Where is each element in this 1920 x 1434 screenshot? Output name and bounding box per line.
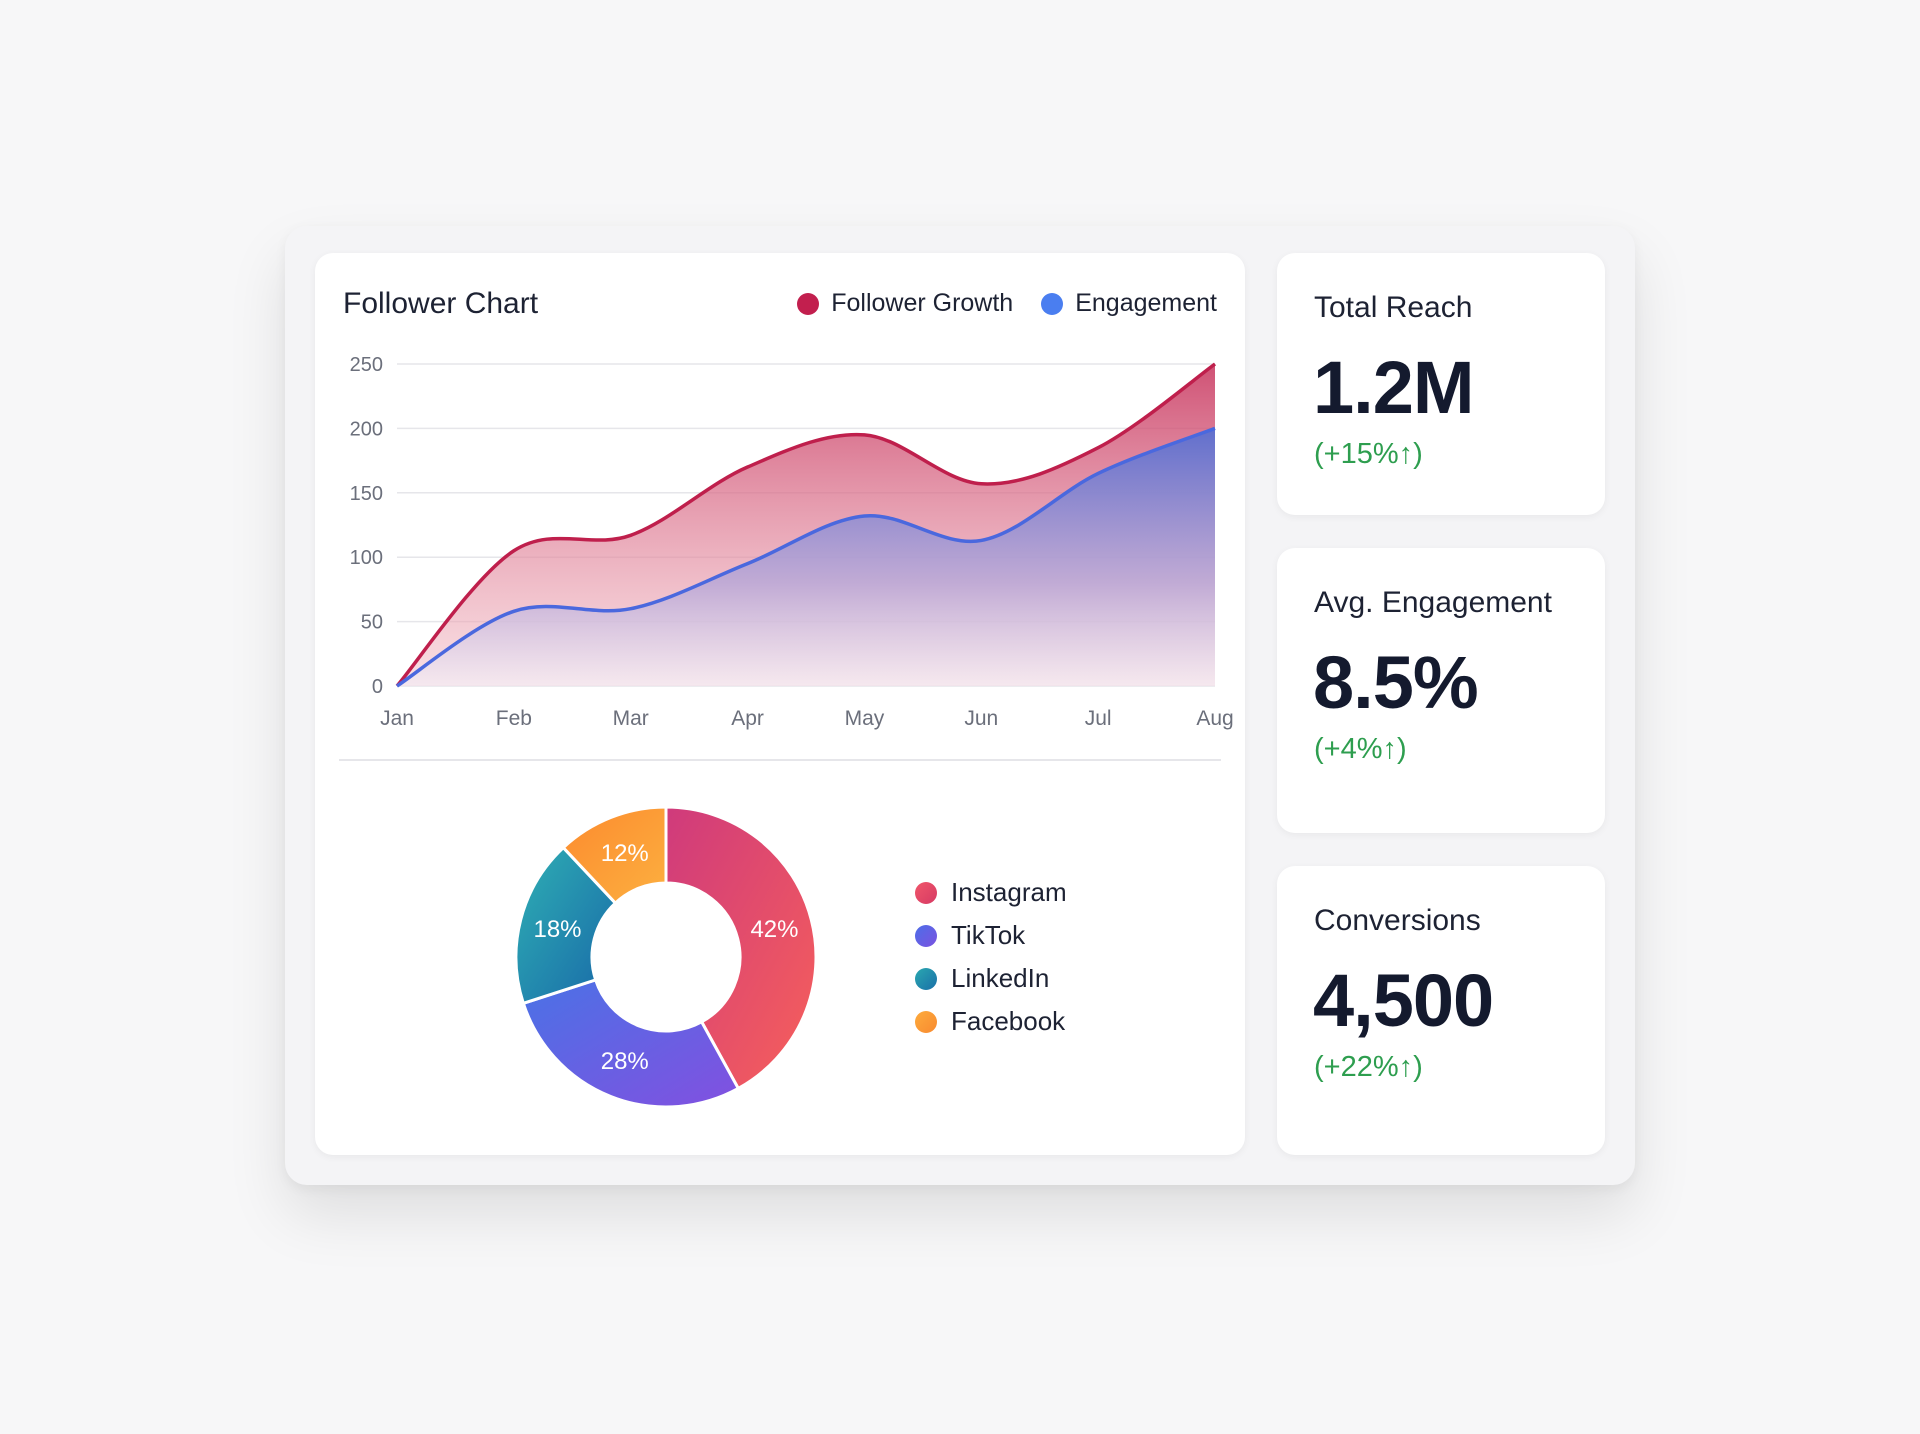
line-legend: Follower Growth Engagement [797, 289, 1217, 318]
stat-label: Total Reach [1314, 291, 1473, 324]
chart-title: Follower Chart [343, 287, 539, 320]
legend-label: Instagram [951, 877, 1067, 907]
stat-card-conversions: Conversions 4,500 (+22%↑) [1277, 866, 1605, 1155]
x-tick-label: Apr [731, 707, 764, 730]
legend-label: LinkedIn [951, 963, 1050, 993]
donut-slice-instagram [664, 805, 818, 1091]
donut-label: 18% [533, 916, 581, 943]
legend-label: Engagement [1075, 289, 1217, 317]
x-tick-label: Jul [1085, 707, 1112, 730]
x-tick-label: Feb [496, 707, 532, 730]
chart-card: 0 50 100 150 200 250 Jan Feb Mar Apr May Jun Jul Aug 4… [315, 253, 1245, 1155]
stat-change: (+15%↑) [1314, 438, 1423, 470]
legend-item-follower-growth[interactable]: Follower Growth [797, 289, 1013, 318]
x-tick-label: Jun [964, 707, 998, 730]
donut-label: 12% [601, 840, 649, 867]
legend-item-linkedin[interactable]: LinkedIn [915, 957, 1067, 1000]
donut-slice-linkedin [514, 845, 618, 1006]
y-tick-label: 0 [372, 676, 383, 698]
stat-change: (+4%↑) [1314, 733, 1407, 765]
charts-svg: 0 50 100 150 200 250 Jan Feb Mar Apr May Jun Jul Aug 4… [339, 354, 1234, 1109]
donut-label: 28% [601, 1048, 649, 1075]
y-tick-label: 50 [361, 612, 383, 634]
stat-value: 1.2M [1313, 346, 1475, 429]
legend-item-instagram[interactable]: Instagram [915, 871, 1067, 914]
donut-slice-facebook [561, 805, 668, 906]
legend-item-tiktok[interactable]: TikTok [915, 914, 1067, 957]
legend-label: TikTok [951, 920, 1026, 950]
x-tick-label: Jan [380, 707, 414, 730]
dashboard-panel: 0 50 100 150 200 250 Jan Feb Mar Apr May Jun Jul Aug 4… [285, 226, 1635, 1185]
x-tick-label: Aug [1196, 707, 1233, 730]
x-tick-label: Mar [613, 707, 649, 730]
y-tick-label: 100 [350, 547, 383, 569]
stat-label: Conversions [1314, 904, 1481, 937]
stat-card-avg-engagement: Avg. Engagement 8.5% (+4%↑) [1277, 548, 1605, 833]
y-tick-label: 150 [350, 483, 383, 505]
area-engagement [397, 428, 1215, 686]
legend-item-engagement[interactable]: Engagement [1041, 289, 1217, 318]
linkedin-dot-icon [915, 967, 937, 990]
stat-change: (+22%↑) [1314, 1051, 1423, 1083]
facebook-dot-icon [915, 1010, 937, 1033]
tiktok-dot-icon [915, 924, 937, 947]
donut-slice-tiktok [521, 977, 741, 1109]
legend-item-facebook[interactable]: Facebook [915, 1000, 1067, 1043]
pie-legend: Instagram TikTok LinkedIn Facebook [915, 871, 1067, 1043]
y-tick-label: 200 [350, 418, 383, 440]
y-tick-label: 250 [350, 354, 383, 376]
instagram-dot-icon [915, 881, 937, 904]
line-follower-growth [395, 362, 1217, 688]
legend-label: Follower Growth [831, 289, 1014, 317]
stat-value: 4,500 [1313, 959, 1494, 1042]
stat-value: 8.5% [1313, 641, 1479, 724]
line-engagement [396, 426, 1216, 688]
follower-growth-dot-icon [797, 292, 820, 315]
stat-card-total-reach: Total Reach 1.2M (+15%↑) [1277, 253, 1605, 515]
donut-label: 42% [750, 916, 798, 943]
x-tick-label: May [845, 707, 885, 730]
engagement-dot-icon [1041, 292, 1064, 315]
stat-label: Avg. Engagement [1314, 586, 1552, 619]
legend-label: Facebook [951, 1006, 1066, 1036]
